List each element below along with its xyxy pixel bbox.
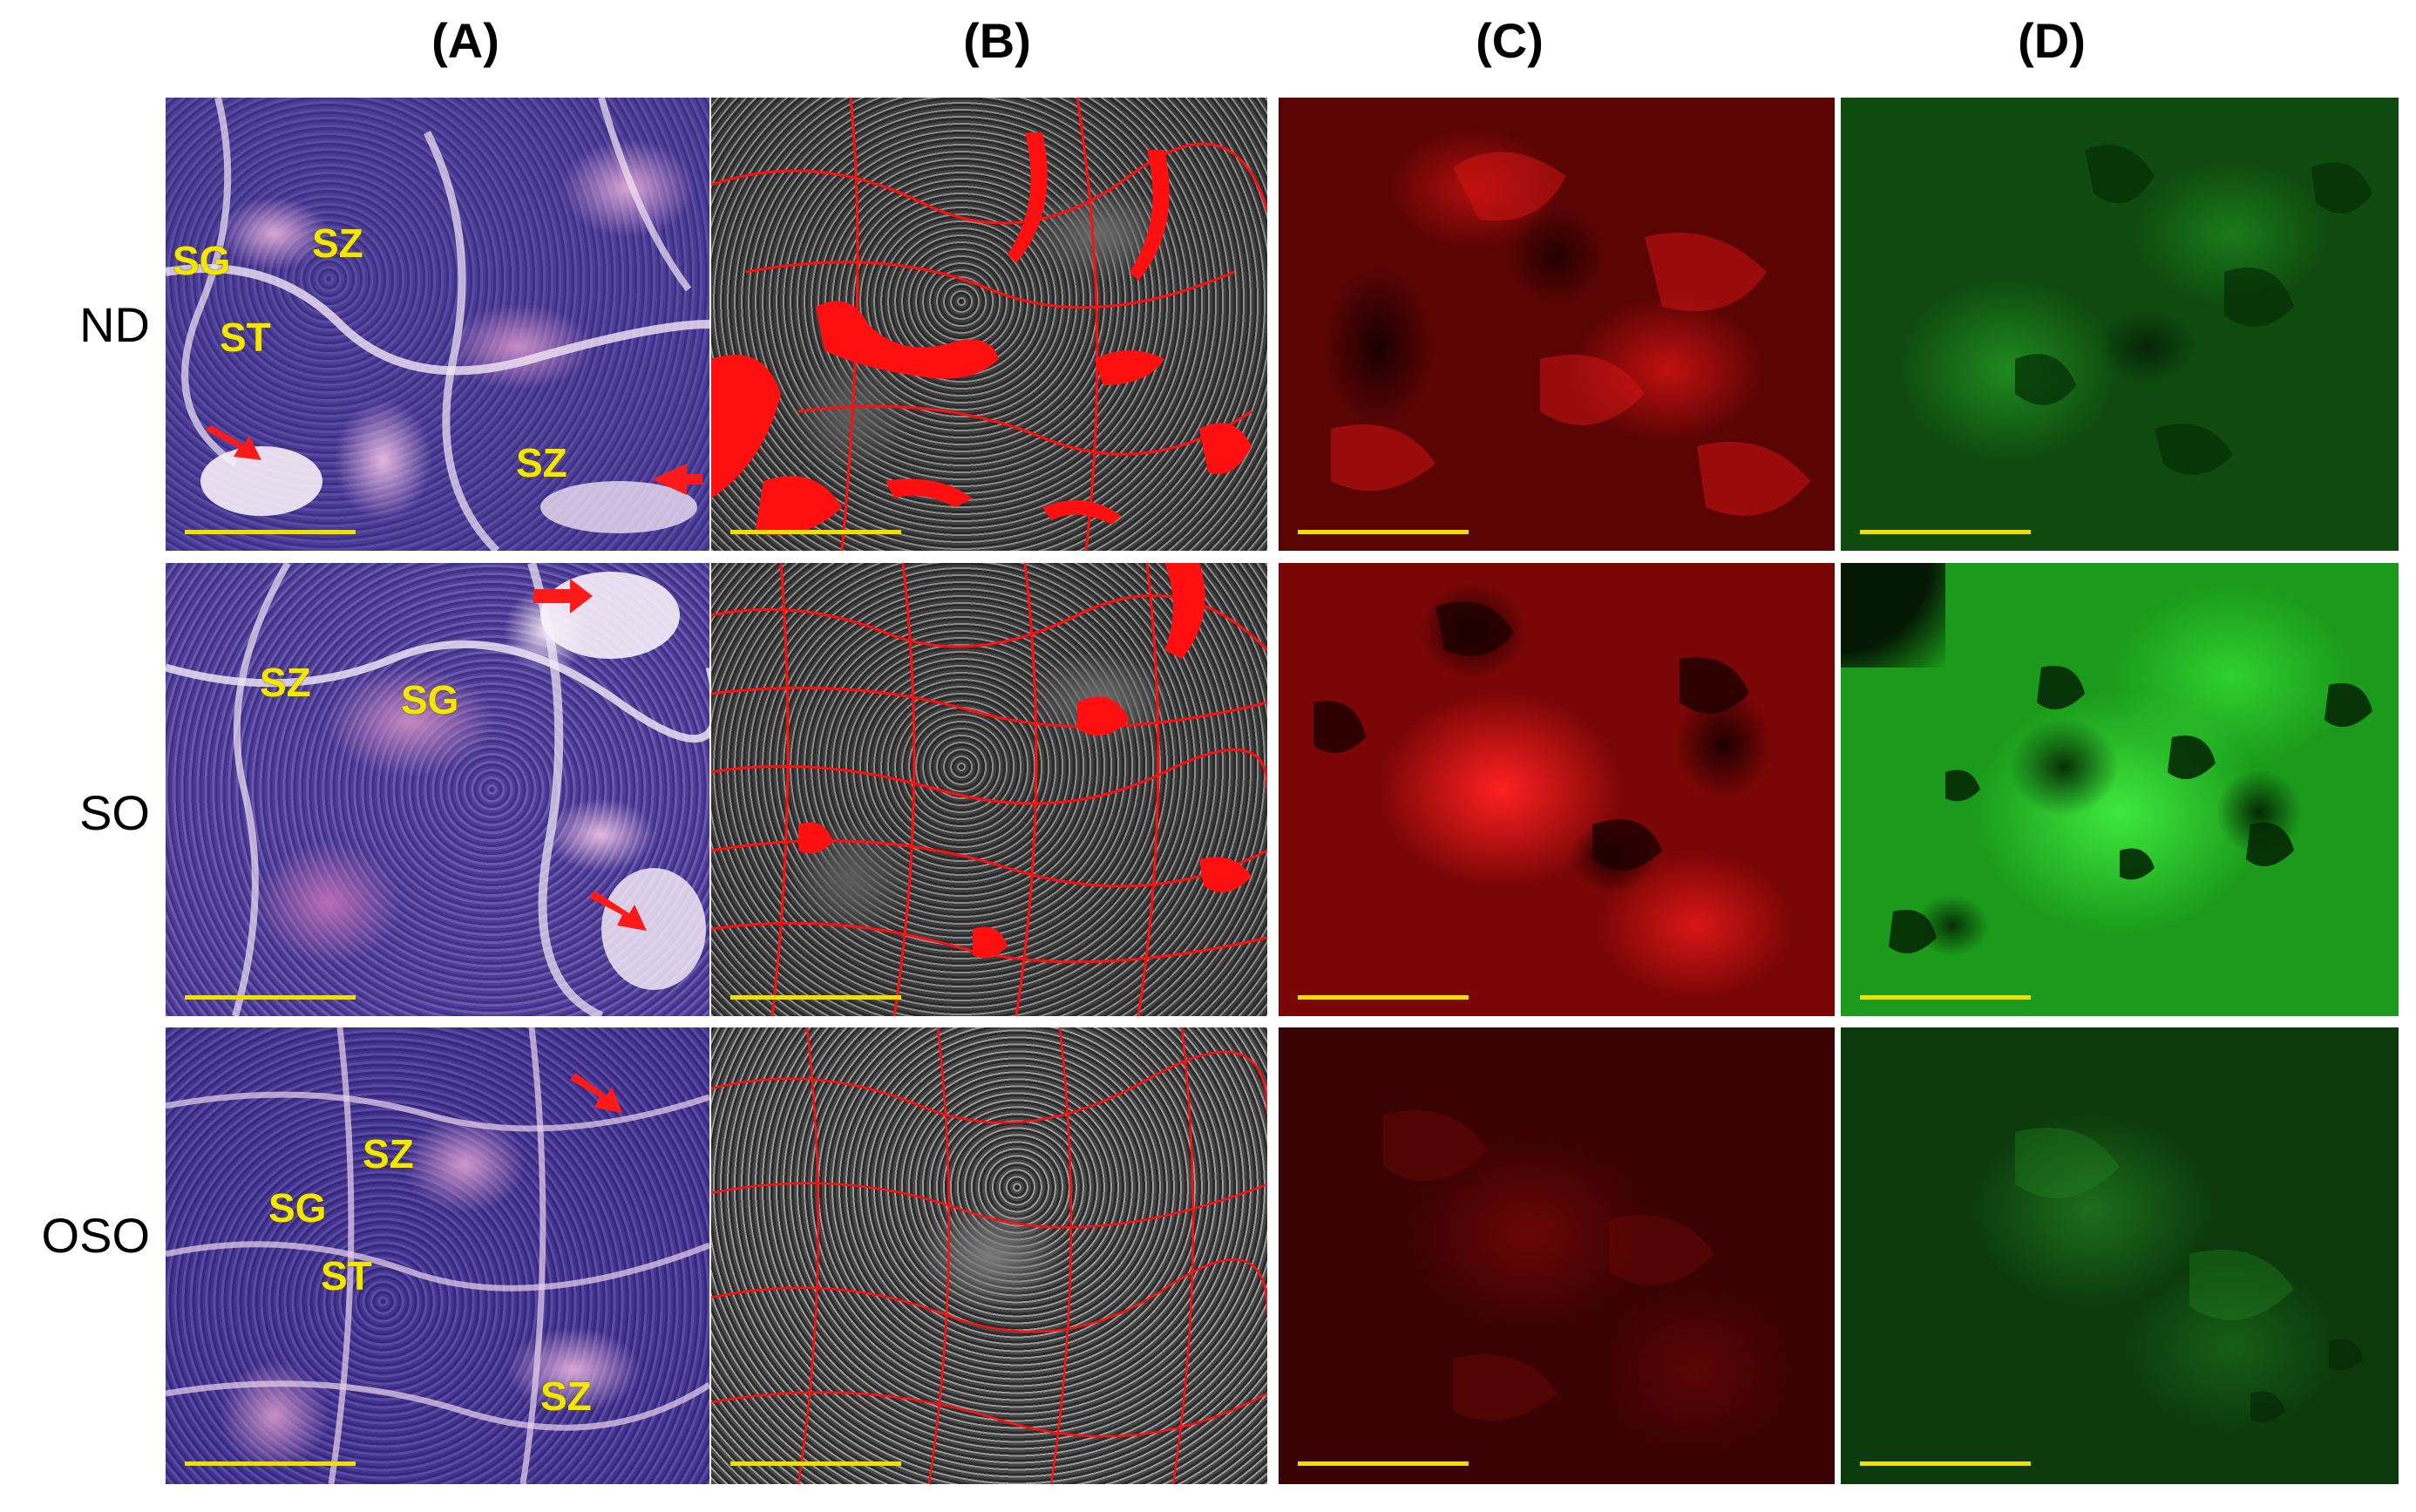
column-label-a: (A) <box>431 13 499 68</box>
panel-he-so: SZ SG <box>166 563 709 1016</box>
panel-he-oso: SZ SG ST SZ <box>166 1027 709 1484</box>
green-texture-oso <box>2015 1128 2364 1423</box>
red-overlay-oso <box>711 1027 1267 1484</box>
red-texture-nd <box>1331 152 1810 516</box>
tissue-label: SZ <box>540 1373 592 1419</box>
tissue-label: SG <box>268 1185 327 1231</box>
tissue-label: SZ <box>260 660 311 705</box>
scale-bar <box>1860 530 2031 534</box>
red-arrow-icon <box>533 579 593 614</box>
panel-gray-nd <box>711 98 1267 551</box>
scale-bar <box>185 1461 356 1466</box>
red-arrow-icon <box>206 425 261 460</box>
column-label-b: (B) <box>963 13 1031 68</box>
red-overlay-so <box>711 563 1267 1016</box>
panel-he-nd: SG SZ ST SZ <box>166 98 709 551</box>
he-texture-nd <box>166 98 709 551</box>
red-arrow-icon <box>589 891 647 931</box>
dark-corner <box>1841 563 1945 668</box>
scale-bar <box>1298 530 1469 534</box>
green-texture-nd <box>2015 145 2372 475</box>
red-arrow-icon <box>652 464 702 495</box>
scale-bar <box>730 995 901 1000</box>
panel-red-nd <box>1279 98 1835 551</box>
red-texture-oso <box>1383 1110 1714 1421</box>
panel-red-so <box>1279 563 1835 1016</box>
panel-gray-oso <box>711 1027 1267 1484</box>
scale-bar <box>185 530 356 534</box>
tissue-label: SG <box>401 677 459 722</box>
row-label-oso: OSO <box>41 1208 150 1263</box>
row-label-so: SO <box>79 785 150 840</box>
panel-gray-so <box>711 563 1267 1016</box>
scale-bar <box>1298 995 1469 1000</box>
tissue-label: SZ <box>516 440 567 485</box>
row-label-nd: ND <box>79 297 150 352</box>
scale-bar <box>1860 995 2031 1000</box>
tissue-label: ST <box>220 315 271 360</box>
panel-green-oso <box>1841 1027 2399 1484</box>
green-texture-so <box>1889 666 2372 953</box>
tissue-label: SG <box>173 238 231 283</box>
column-label-c: (C) <box>1476 13 1544 68</box>
tissue-label: ST <box>321 1253 372 1298</box>
scale-bar <box>730 530 901 534</box>
panel-red-oso <box>1279 1027 1835 1484</box>
scale-bar <box>185 995 356 1000</box>
scale-bar <box>1860 1461 2031 1466</box>
column-label-d: (D) <box>2018 13 2086 68</box>
tissue-label: SZ <box>312 220 363 266</box>
he-texture-so <box>166 563 709 1016</box>
red-texture-so <box>1313 601 1749 871</box>
red-arrow-icon <box>570 1073 622 1113</box>
scale-bar <box>730 1461 901 1466</box>
he-texture-oso <box>166 1027 709 1484</box>
panel-green-so <box>1841 563 2399 1016</box>
red-overlay-nd <box>711 98 1267 551</box>
scale-bar <box>1298 1461 1469 1466</box>
tissue-label: SZ <box>363 1131 414 1176</box>
panel-green-nd <box>1841 98 2399 551</box>
